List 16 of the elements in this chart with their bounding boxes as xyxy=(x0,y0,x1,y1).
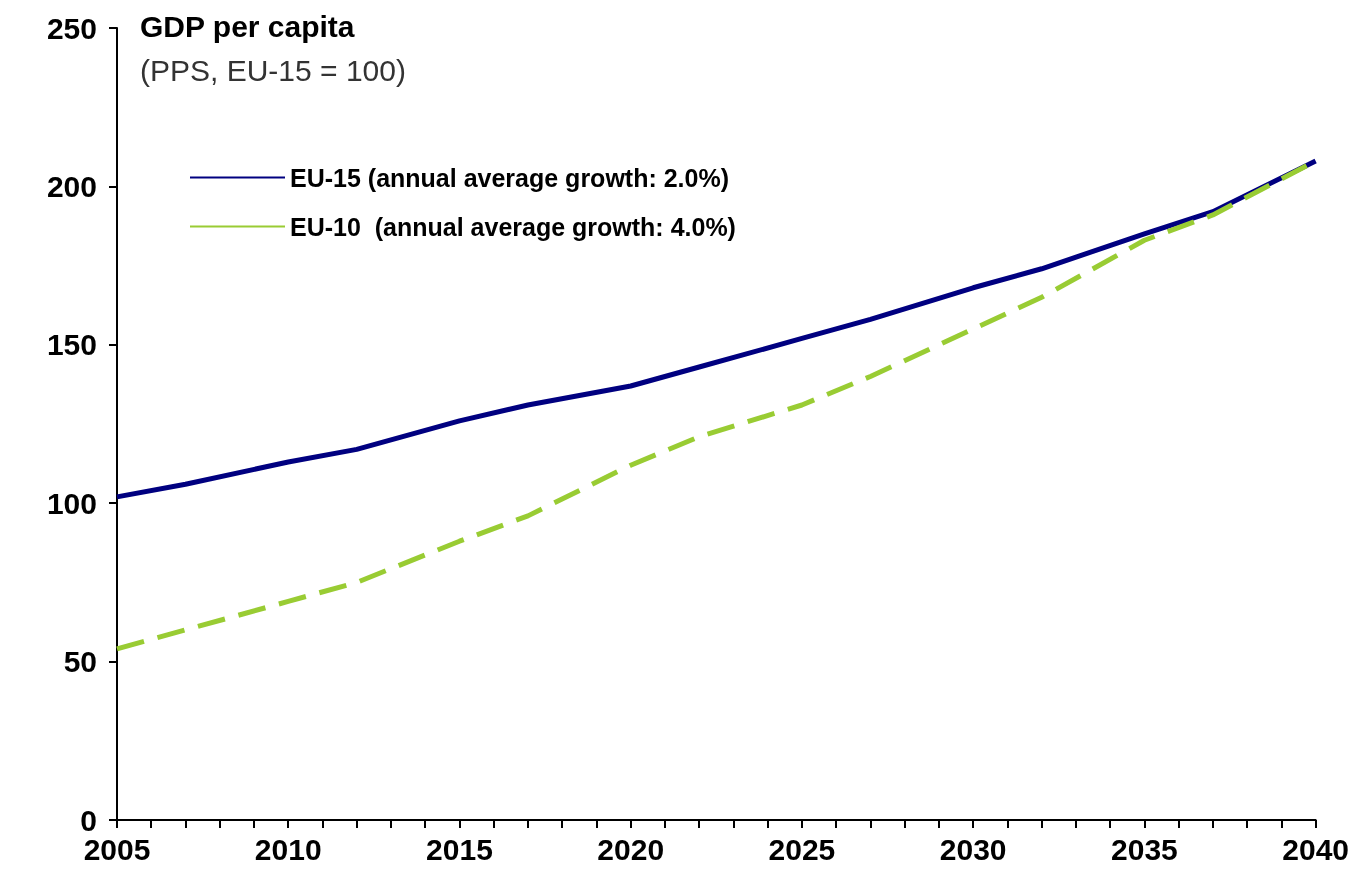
x-tick-label: 2010 xyxy=(254,832,322,866)
legend-label: EU-10 (annual average growth: 4.0%) xyxy=(290,212,736,241)
x-tick-label: 2030 xyxy=(939,832,1007,866)
chart-title: GDP per capita xyxy=(140,9,355,43)
y-tick-label: 100 xyxy=(46,486,97,520)
y-tick-label: 200 xyxy=(46,169,97,203)
x-tick-label: 2025 xyxy=(768,832,836,866)
y-tick-label: 250 xyxy=(46,11,97,45)
y-tick-label: 50 xyxy=(63,645,97,679)
x-tick-label: 2035 xyxy=(1111,832,1178,866)
legend-label: EU-15 (annual average growth: 2.0%) xyxy=(290,163,730,192)
text: (PPS, EU-15 = 100) xyxy=(140,53,406,87)
x-tick-label: 2020 xyxy=(597,832,665,866)
x-tick-label: 2015 xyxy=(426,832,493,866)
x-tick-label: 2040 xyxy=(1282,832,1350,866)
y-tick-label: 150 xyxy=(46,328,97,362)
